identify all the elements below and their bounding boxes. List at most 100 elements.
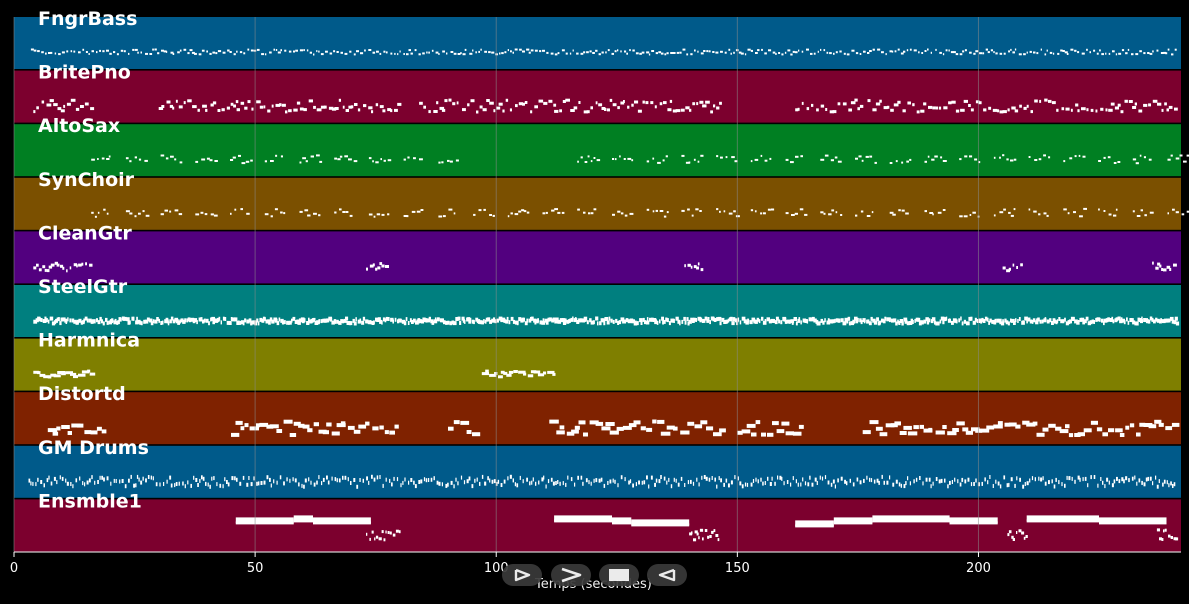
note [462, 108, 466, 112]
note [372, 426, 379, 431]
note [852, 319, 856, 324]
note [70, 482, 72, 486]
note [445, 320, 448, 325]
note [438, 215, 443, 218]
note [242, 475, 245, 480]
note [83, 318, 85, 323]
note [140, 51, 142, 54]
note [582, 481, 584, 486]
note [559, 109, 562, 113]
note [128, 478, 130, 483]
note [1026, 422, 1036, 427]
note [969, 155, 973, 158]
note [652, 157, 655, 160]
note [924, 210, 927, 213]
note [484, 50, 487, 53]
note [305, 160, 308, 163]
note [436, 101, 439, 105]
note [210, 317, 212, 322]
note [172, 53, 175, 55]
note [885, 53, 887, 56]
note [125, 157, 129, 160]
note [951, 100, 956, 104]
note [353, 160, 358, 163]
note [1034, 99, 1038, 103]
note [775, 52, 777, 55]
note [886, 317, 889, 322]
note [1118, 479, 1121, 484]
note [846, 319, 849, 324]
note [455, 477, 457, 482]
note [949, 480, 951, 485]
note [783, 317, 787, 322]
note [472, 432, 481, 437]
note [837, 318, 841, 323]
note [665, 317, 668, 322]
note [1161, 268, 1163, 271]
note [690, 53, 693, 56]
note [657, 419, 665, 424]
note [230, 317, 233, 321]
note [799, 208, 804, 211]
note [738, 51, 742, 54]
note [473, 213, 476, 216]
note [989, 475, 991, 479]
note [598, 478, 601, 483]
note [692, 481, 695, 486]
note [1171, 422, 1180, 427]
note [244, 423, 249, 428]
note [132, 316, 135, 321]
note [379, 105, 384, 109]
note [863, 319, 866, 324]
fast-forward-button[interactable] [551, 564, 591, 586]
note [448, 98, 452, 102]
play-button[interactable] [502, 564, 542, 586]
note [61, 372, 66, 376]
note [585, 317, 587, 322]
note [859, 318, 862, 323]
note [140, 321, 143, 326]
note [554, 519, 612, 523]
stop-button[interactable] [599, 564, 639, 586]
note [491, 51, 495, 54]
note [446, 52, 448, 55]
note [353, 478, 356, 482]
note [848, 108, 852, 112]
note [1026, 319, 1028, 324]
note [546, 51, 549, 54]
note [596, 159, 601, 162]
note [448, 208, 453, 211]
note [233, 104, 236, 108]
note [534, 105, 538, 109]
note [510, 50, 512, 53]
note [831, 209, 835, 212]
note [85, 51, 88, 53]
note [468, 476, 471, 481]
note [180, 318, 184, 323]
note [681, 209, 685, 212]
note [762, 481, 764, 486]
note [1048, 99, 1052, 103]
note [154, 319, 158, 324]
note [1100, 477, 1102, 481]
note [919, 424, 924, 429]
note [784, 319, 788, 324]
note [297, 320, 301, 325]
note [209, 159, 213, 162]
note [832, 110, 837, 114]
note [1131, 318, 1134, 323]
note [1015, 424, 1021, 429]
note [755, 477, 757, 482]
note [652, 419, 657, 424]
note [91, 158, 95, 161]
note [923, 428, 933, 433]
note [147, 475, 150, 479]
note [599, 321, 602, 326]
note [263, 480, 266, 485]
note [36, 106, 39, 110]
note [1022, 320, 1024, 325]
note [906, 160, 909, 163]
note [1003, 52, 1006, 55]
rewind-button[interactable] [647, 564, 687, 586]
note [982, 319, 986, 323]
